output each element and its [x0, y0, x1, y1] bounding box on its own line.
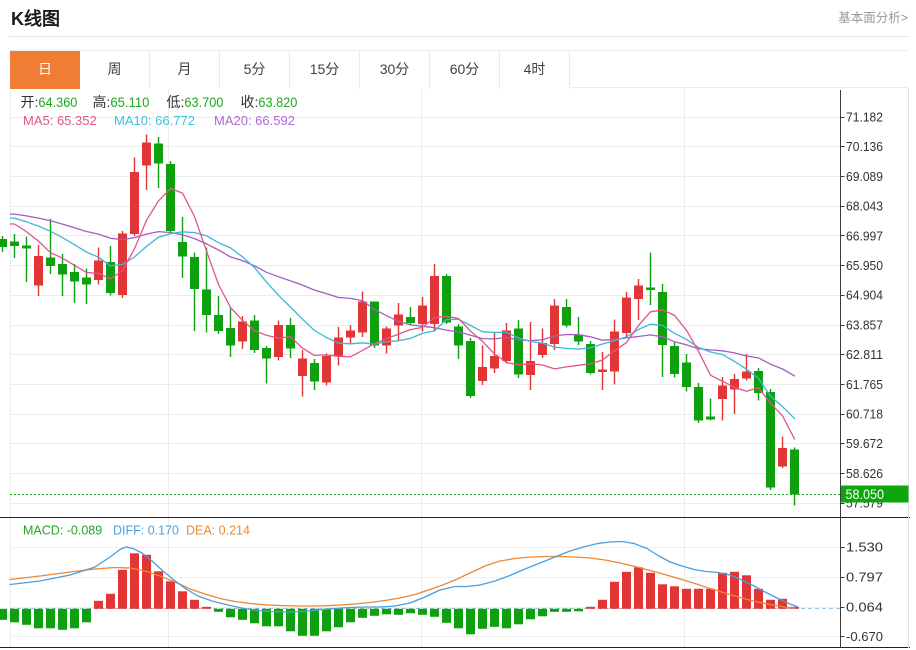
svg-text:0.064: 0.064 [846, 600, 883, 614]
svg-text:71.182: 71.182 [846, 111, 883, 125]
svg-text:59.672: 59.672 [846, 437, 883, 451]
svg-text:DIFF: 0.170: DIFF: 0.170 [113, 524, 179, 538]
svg-text:69.089: 69.089 [846, 170, 883, 184]
svg-text:收:63.820: 收:63.820 [241, 94, 298, 110]
svg-text:MACD: -0.089: MACD: -0.089 [23, 524, 102, 538]
svg-text:66.997: 66.997 [846, 229, 883, 243]
svg-text:58.626: 58.626 [846, 467, 883, 481]
svg-text:MA20: 66.592: MA20: 66.592 [214, 113, 295, 128]
svg-text:高:65.110: 高:65.110 [93, 94, 150, 110]
svg-text:58.050: 58.050 [846, 487, 885, 502]
svg-text:开:64.360: 开:64.360 [21, 94, 78, 110]
svg-text:62.811: 62.811 [846, 348, 883, 362]
svg-text:65.950: 65.950 [846, 259, 883, 273]
svg-text:MA5: 65.352: MA5: 65.352 [23, 113, 97, 128]
svg-text:61.765: 61.765 [846, 378, 883, 392]
svg-text:低:63.700: 低:63.700 [167, 94, 224, 110]
svg-text:DEA: 0.214: DEA: 0.214 [186, 524, 250, 538]
svg-text:63.857: 63.857 [846, 318, 883, 332]
svg-text:0.797: 0.797 [846, 570, 883, 584]
svg-text:70.136: 70.136 [846, 140, 883, 154]
svg-text:60.718: 60.718 [846, 408, 883, 422]
svg-text:-0.670: -0.670 [846, 630, 883, 644]
svg-text:64.904: 64.904 [846, 289, 883, 303]
svg-text:MA10: 66.772: MA10: 66.772 [114, 113, 195, 128]
svg-text:68.043: 68.043 [846, 200, 883, 214]
svg-text:1.530: 1.530 [846, 540, 883, 554]
